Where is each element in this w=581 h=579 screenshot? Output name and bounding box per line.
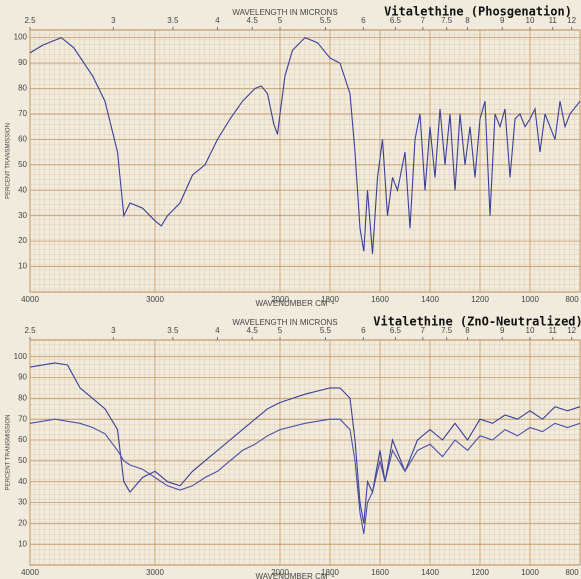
y-tick-label: 70 (18, 109, 27, 118)
x-tick-label: 2000 (271, 568, 289, 577)
x2-tick-label: 4 (215, 16, 220, 25)
y-tick-label: 50 (18, 456, 27, 465)
x2-tick-label: 7 (421, 326, 426, 335)
x2-axis-label: WAVELENGTH IN MICRONS (232, 8, 337, 17)
x2-tick-label: 4.5 (247, 326, 259, 335)
x-tick-label: 1000 (521, 568, 539, 577)
y-axis-label: PERCENT TRANSMISSION (6, 123, 12, 199)
x-tick-label: 800 (565, 295, 579, 304)
x2-tick-label: 3 (111, 326, 116, 335)
x-axis-label: WAVENUMBER CM⁻¹ (256, 299, 335, 308)
x2-tick-label: 10 (526, 326, 535, 335)
x-tick-label: 1600 (371, 295, 389, 304)
x2-tick-label: 3 (111, 16, 116, 25)
y-tick-label: 10 (18, 262, 27, 271)
x2-tick-label: 5.5 (320, 16, 332, 25)
x2-tick-label: 2.5 (24, 326, 36, 335)
x-tick-label: 3000 (146, 295, 164, 304)
x2-axis-label: WAVELENGTH IN MICRONS (232, 318, 337, 327)
x2-tick-label: 7.5 (441, 16, 453, 25)
spectrum-line (29, 418, 581, 534)
x2-tick-label: 12 (567, 326, 576, 335)
y-tick-label: 50 (18, 160, 27, 169)
x2-tick-label: 3.5 (167, 326, 179, 335)
y-tick-label: 30 (18, 211, 27, 220)
x2-tick-label: 9 (500, 326, 505, 335)
y-tick-label: 70 (18, 414, 27, 423)
x-tick-label: 1800 (321, 295, 339, 304)
spectrum-line (29, 36, 581, 254)
x-tick-label: 1200 (471, 568, 489, 577)
x2-tick-label: 4.5 (247, 16, 259, 25)
x2-tick-label: 8 (465, 16, 470, 25)
x-tick-label: 4000 (21, 568, 39, 577)
y-tick-label: 40 (18, 477, 27, 486)
y-tick-label: 60 (18, 435, 27, 444)
x2-tick-label: 10 (526, 16, 535, 25)
y-tick-label: 60 (18, 134, 27, 143)
x-tick-label: 1400 (421, 295, 439, 304)
x-tick-label: 1600 (371, 568, 389, 577)
x2-tick-label: 6.5 (390, 16, 402, 25)
y-tick-label: 20 (18, 236, 27, 245)
x2-tick-label: 3.5 (167, 16, 179, 25)
x2-tick-label: 6.5 (390, 326, 402, 335)
plot-background (29, 29, 581, 293)
x-tick-label: 800 (565, 568, 579, 577)
x2-tick-label: 7.5 (441, 326, 453, 335)
x2-tick-label: 6 (361, 16, 366, 25)
chart-title: Vitalethine (ZnO-Neutralized) (373, 315, 581, 329)
x-tick-label: 1200 (471, 295, 489, 304)
x-tick-label: 3000 (146, 568, 164, 577)
x-axis-label: WAVENUMBER CM⁻¹ (256, 572, 335, 579)
y-tick-label: 10 (18, 539, 27, 548)
x2-tick-label: 7 (421, 16, 426, 25)
x2-tick-label: 5.5 (320, 326, 332, 335)
x2-tick-label: 4 (215, 326, 220, 335)
x-tick-label: 1400 (421, 568, 439, 577)
y-axis-label: PERCENT TRANSMISSION (6, 415, 12, 491)
x2-tick-label: 6 (361, 326, 366, 335)
y-tick-label: 100 (14, 352, 28, 361)
x2-tick-label: 5 (278, 326, 283, 335)
y-tick-label: 20 (18, 518, 27, 527)
x2-tick-label: 11 (549, 16, 558, 25)
x2-tick-label: 9 (500, 16, 505, 25)
spectrum-line (29, 362, 581, 524)
y-tick-label: 40 (18, 185, 27, 194)
chart-title: Vitalethine (Phosgenation) (384, 5, 572, 19)
x2-tick-label: 2.5 (24, 16, 36, 25)
x2-tick-label: 5 (278, 16, 283, 25)
y-tick-label: 30 (18, 498, 27, 507)
y-tick-label: 80 (18, 84, 27, 93)
x-tick-label: 1800 (321, 568, 339, 577)
x2-tick-label: 8 (465, 326, 470, 335)
x2-tick-label: 12 (567, 16, 576, 25)
y-tick-label: 80 (18, 393, 27, 402)
y-tick-label: 90 (18, 373, 27, 382)
y-tick-label: 100 (14, 33, 28, 42)
plot-background (29, 339, 581, 566)
y-tick-label: 90 (18, 58, 27, 67)
x2-tick-label: 11 (549, 326, 558, 335)
x-tick-label: 4000 (21, 295, 39, 304)
x-tick-label: 1000 (521, 295, 539, 304)
x-tick-label: 2000 (271, 295, 289, 304)
